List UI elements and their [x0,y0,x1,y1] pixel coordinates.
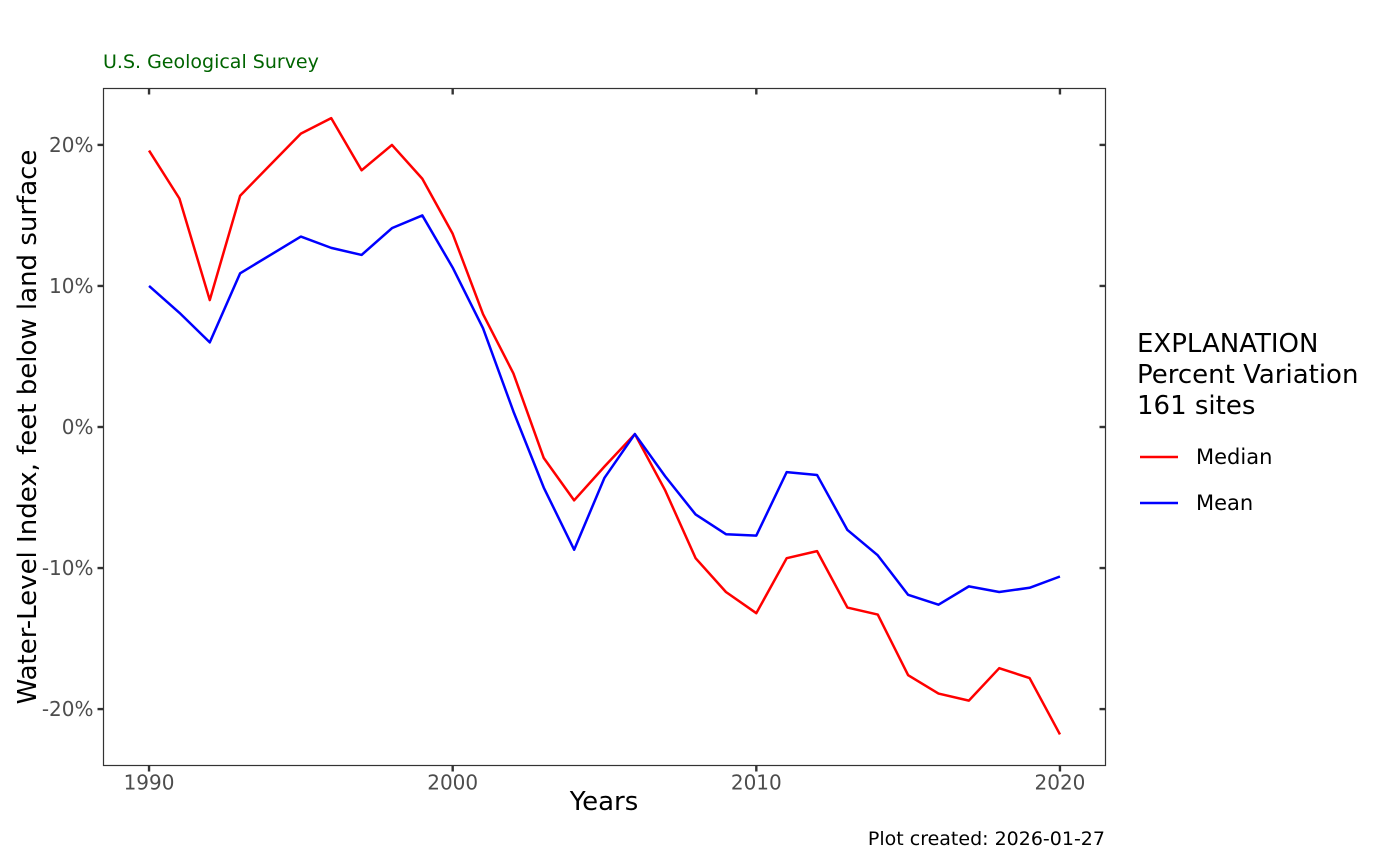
y-axis-title: Water-Level Index, feet below land surfa… [13,150,43,705]
plot-panel-border [102,87,1107,767]
y-tick-label: -10% [42,556,94,580]
plot-caption: Plot created: 2026-01-27 [868,828,1105,850]
x-tick-label: 1990 [124,771,175,795]
y-axis: -20% -10% 0% 10% 20% [42,133,1106,721]
legend-label-mean: Mean [1196,491,1253,515]
x-tick-label: 2020 [1035,771,1086,795]
legend: EXPLANATION Percent Variation 161 sites … [1137,329,1358,515]
series-line-median [147,116,1062,736]
x-axis-title: Years [569,787,639,817]
x-axis: 1990 2000 2010 2020 [124,88,1086,795]
y-tick-label: 0% [62,415,94,439]
y-tick-label: -20% [42,697,94,721]
series-line-mean [148,214,1061,606]
x-tick-label: 2010 [731,771,782,795]
y-tick-label: 10% [49,274,93,298]
legend-title-line-3: 161 sites [1137,391,1255,421]
series-lines [147,116,1062,736]
chart-subtitle: U.S. Geological Survey [103,51,319,73]
legend-title-line-2: Percent Variation [1137,360,1358,390]
y-tick-label: 20% [49,133,93,157]
legend-title-line-1: EXPLANATION [1137,329,1318,359]
legend-label-median: Median [1196,445,1272,469]
plot-area: -20% -10% 0% 10% 20% 1990 2000 2010 2020 [42,87,1107,795]
x-tick-label: 2000 [427,771,478,795]
